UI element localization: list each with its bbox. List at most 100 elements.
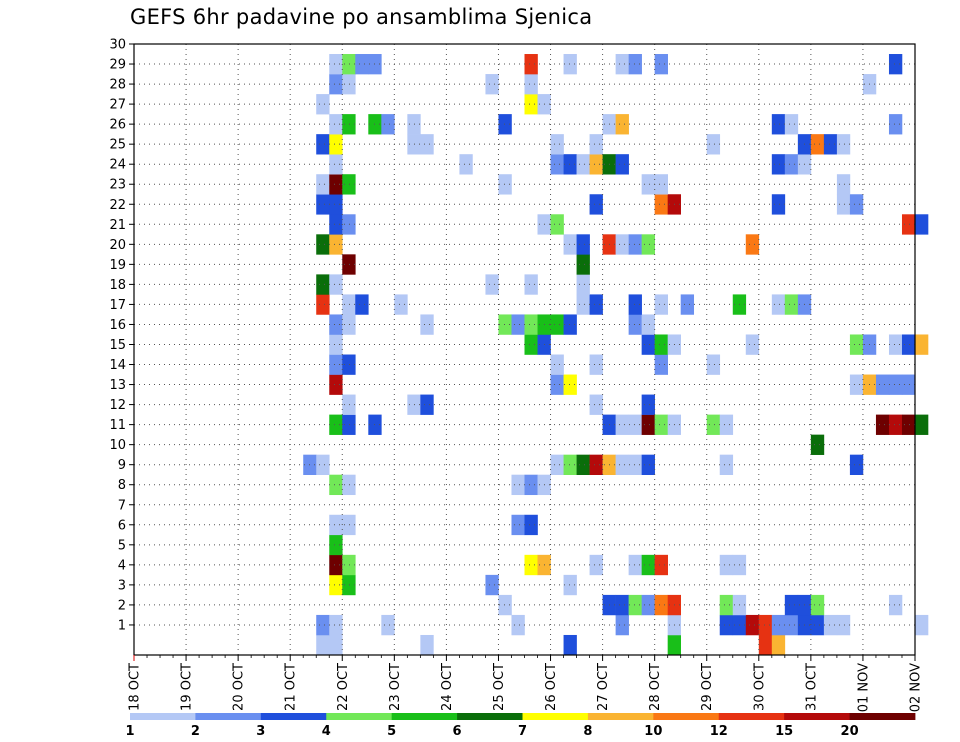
heatmap-cell (550, 374, 564, 395)
heatmap-cell (342, 114, 356, 135)
heatmap-cell (915, 614, 929, 636)
heatmap-cell (524, 54, 538, 75)
heatmap-cell (628, 294, 642, 315)
heatmap-cell (719, 554, 734, 576)
colorbar-swatch (587, 713, 654, 720)
colorbar: 1 2 3 4 5 6 7 8 10 12 15 20 (125, 713, 916, 739)
x-tick-label: 31 OCT (804, 663, 819, 711)
y-tick-label: 23 (109, 178, 126, 193)
colorbar-label: 1 (125, 724, 134, 739)
x-tick-label: 02 NOV (909, 663, 924, 712)
heatmap-cell (641, 594, 655, 616)
heatmap-cell (771, 634, 786, 656)
heatmap-cell (719, 414, 734, 435)
y-tick-label: 1 (118, 618, 126, 633)
y-tick-label: 2 (118, 598, 126, 613)
colorbar-swatch (391, 713, 458, 720)
heatmap-cell (915, 414, 929, 435)
heatmap-cell (550, 354, 564, 375)
heatmap-cell (758, 614, 773, 636)
heatmap-cell (641, 314, 655, 335)
heatmap-cell (719, 454, 734, 475)
heatmap-cell (329, 334, 343, 355)
heatmap-cell (915, 214, 929, 235)
heatmap-cell (654, 194, 668, 215)
heatmap-cell (823, 614, 838, 636)
heatmap-cell (641, 554, 655, 576)
y-tick-label: 8 (118, 478, 126, 493)
x-tick-label: 24 OCT (440, 663, 455, 711)
colorbar-label: 15 (775, 724, 793, 739)
heatmap-cell (589, 154, 603, 175)
heatmap-cell (316, 634, 330, 656)
y-tick-label: 3 (118, 578, 126, 593)
x-tick-label: 28 OCT (648, 663, 663, 711)
heatmap-cell (394, 294, 408, 315)
chart-title: GEFS 6hr padavine po ansamblima Sjenica (130, 5, 593, 29)
heatmap-cell (641, 414, 655, 435)
heatmap-cell (654, 594, 668, 616)
heatmap-cell (576, 154, 590, 175)
x-tick-label: 23 OCT (388, 663, 403, 711)
heatmap-cell (901, 374, 916, 395)
heatmap-cell (706, 354, 721, 375)
y-tick-label: 24 (109, 158, 126, 173)
heatmap-cell (836, 194, 851, 215)
x-tick-label: 21 OCT (284, 663, 299, 711)
y-tick-label: 11 (109, 418, 126, 433)
heatmap-cell (810, 614, 825, 636)
colorbar-swatch (326, 713, 393, 720)
heatmap-cell (342, 574, 356, 596)
heatmap-cell (615, 594, 629, 616)
colorbar-swatch (522, 713, 589, 720)
colorbar-swatch (784, 713, 850, 720)
heatmap-cell (511, 474, 525, 496)
heatmap-cell (329, 414, 343, 435)
heatmap-cell (706, 414, 721, 435)
heatmap-cell (381, 614, 395, 636)
heatmap-cell (355, 54, 369, 75)
heatmap-cell (589, 134, 603, 155)
heatmap-cell (524, 94, 538, 115)
heatmap-cell (342, 354, 356, 375)
heatmap-cell (524, 514, 538, 536)
heatmap-cell (628, 554, 642, 576)
heatmap-cell (680, 294, 695, 315)
heatmap-cell (329, 54, 343, 75)
heatmap-cell (784, 114, 799, 135)
heatmap-cell (329, 474, 343, 496)
heatmap-cell (667, 634, 681, 656)
y-tick-label: 5 (118, 538, 126, 553)
heatmap-cell (563, 234, 577, 255)
heatmap-cell (576, 454, 590, 475)
heatmap-cell (342, 314, 356, 335)
y-tick-label: 22 (109, 198, 126, 213)
y-tick-label: 14 (109, 358, 126, 373)
grid (134, 43, 915, 655)
heatmap-cell (524, 274, 538, 295)
x-tick-label: 01 NOV (856, 663, 871, 712)
heatmap-cells (303, 54, 929, 656)
heatmap-cell (329, 194, 343, 215)
heatmap-cell (329, 514, 343, 536)
y-tick-label: 9 (118, 458, 126, 473)
heatmap-cell (576, 274, 590, 295)
heatmap-cell (329, 214, 343, 235)
heatmap-cell (654, 174, 668, 195)
heatmap-cell (563, 454, 577, 475)
heatmap-cell (888, 594, 903, 616)
x-tick-label: 26 OCT (544, 663, 559, 711)
heatmap-cell (901, 334, 916, 355)
y-tick-label: 27 (109, 98, 126, 113)
heatmap-cell (875, 374, 890, 395)
heatmap-cell (784, 294, 799, 315)
heatmap-cell (550, 134, 564, 155)
heatmap-cell (654, 554, 668, 576)
heatmap-cell (329, 374, 343, 395)
heatmap-cell (563, 574, 577, 596)
colorbar-swatch (457, 713, 523, 720)
colorbar-swatch (653, 713, 720, 720)
heatmap-cell (628, 454, 642, 475)
heatmap-cell (316, 234, 330, 255)
y-tick-label: 30 (109, 38, 126, 53)
